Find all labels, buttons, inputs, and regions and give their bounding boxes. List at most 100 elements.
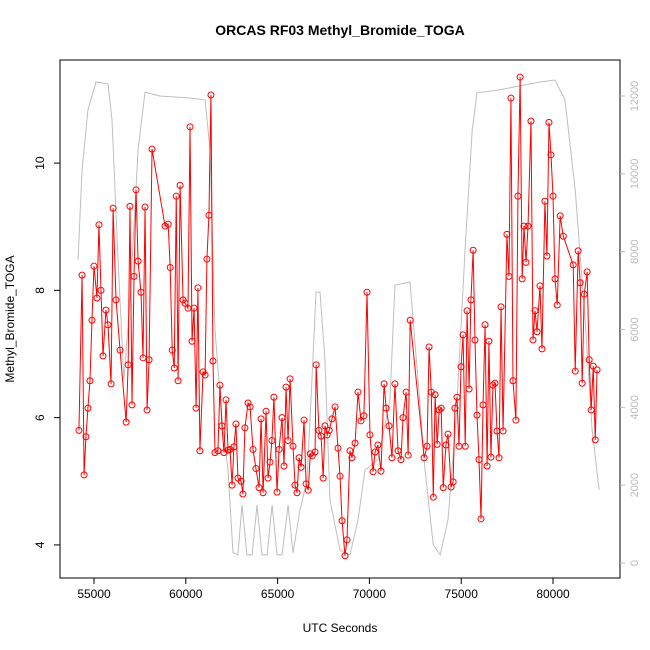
data-point — [346, 447, 354, 455]
data-point — [429, 493, 437, 501]
data-point — [325, 426, 333, 434]
data-point — [538, 345, 546, 353]
data-point — [580, 290, 588, 298]
data-point — [82, 433, 90, 441]
data-point — [399, 414, 407, 422]
data-point — [203, 255, 211, 263]
data-point — [479, 401, 487, 409]
data-point — [86, 377, 94, 385]
data-point — [319, 474, 327, 482]
data-point — [280, 462, 288, 470]
data-point — [273, 488, 281, 496]
data-point — [95, 221, 103, 229]
data-point — [172, 192, 180, 200]
data-point — [295, 454, 303, 462]
data-point — [93, 294, 101, 302]
data-point — [463, 307, 471, 315]
data-point — [357, 417, 365, 425]
data-point — [190, 304, 198, 312]
data-point — [75, 426, 83, 434]
data-point — [589, 362, 597, 370]
data-point — [112, 296, 120, 304]
data-point — [192, 404, 200, 412]
x-tick-label: 80000 — [536, 587, 570, 601]
data-point — [549, 192, 557, 200]
data-point — [522, 258, 530, 266]
data-point — [122, 418, 130, 426]
data-point — [124, 361, 132, 369]
data-point — [576, 279, 584, 287]
data-point — [483, 462, 491, 470]
data-point — [591, 436, 599, 444]
data-point — [404, 451, 412, 459]
data-point — [116, 346, 124, 354]
data-point — [278, 414, 286, 422]
data-point — [402, 388, 410, 396]
data-point — [126, 202, 134, 210]
data-point — [270, 393, 278, 401]
y2-tick-label: 4000 — [629, 395, 641, 419]
y2-tick-label: 12000 — [629, 81, 641, 112]
data-point — [237, 477, 245, 485]
data-point — [205, 211, 213, 219]
data-point — [257, 415, 265, 423]
data-point — [268, 437, 276, 445]
data-point — [78, 271, 86, 279]
data-point — [194, 284, 202, 292]
x-axis-label: UTC Seconds — [303, 621, 378, 635]
data-point — [512, 416, 520, 424]
data-point — [505, 272, 513, 280]
data-point — [481, 321, 489, 329]
data-point — [90, 262, 98, 270]
data-point — [218, 422, 226, 430]
data-point — [593, 366, 601, 374]
data-point — [230, 443, 238, 451]
data-point — [228, 481, 236, 489]
data-point — [485, 337, 493, 345]
data-point — [331, 403, 339, 411]
data-point — [300, 416, 308, 424]
data-point — [209, 357, 217, 365]
x-tick-label: 70000 — [353, 587, 387, 601]
data-point — [495, 454, 503, 462]
data-point — [569, 261, 577, 269]
data-point — [574, 247, 582, 255]
data-point — [553, 301, 561, 309]
data-point — [249, 445, 257, 453]
x-tick-label: 60000 — [169, 587, 203, 601]
data-point — [275, 445, 283, 453]
data-point — [174, 377, 182, 385]
data-point — [382, 404, 390, 412]
data-point — [134, 257, 142, 265]
data-point — [439, 484, 447, 492]
data-point — [449, 478, 457, 486]
data-point — [487, 453, 495, 461]
y2-tick-label: 10000 — [629, 159, 641, 190]
data-point — [132, 186, 140, 194]
data-point — [461, 442, 469, 450]
data-point — [551, 275, 559, 283]
data-point — [284, 437, 292, 445]
data-point — [181, 299, 189, 307]
data-point — [306, 450, 314, 458]
data-point — [338, 517, 346, 525]
data-point — [406, 316, 414, 324]
data-point — [88, 316, 96, 324]
series-line — [78, 77, 598, 556]
y-tick-label: 8 — [33, 287, 47, 294]
data-point — [246, 403, 254, 411]
data-point — [201, 371, 209, 379]
data-point — [137, 288, 145, 296]
data-point — [186, 123, 194, 131]
data-point — [516, 73, 524, 81]
data-point — [109, 204, 117, 212]
data-point — [232, 420, 240, 428]
data-point — [380, 380, 388, 388]
data-point — [527, 117, 535, 125]
data-point — [489, 381, 497, 389]
data-point — [420, 454, 428, 462]
data-point — [397, 456, 405, 464]
data-point — [371, 448, 379, 456]
y-tick-label: 10 — [33, 156, 47, 170]
x-tick-label: 55000 — [77, 587, 111, 601]
